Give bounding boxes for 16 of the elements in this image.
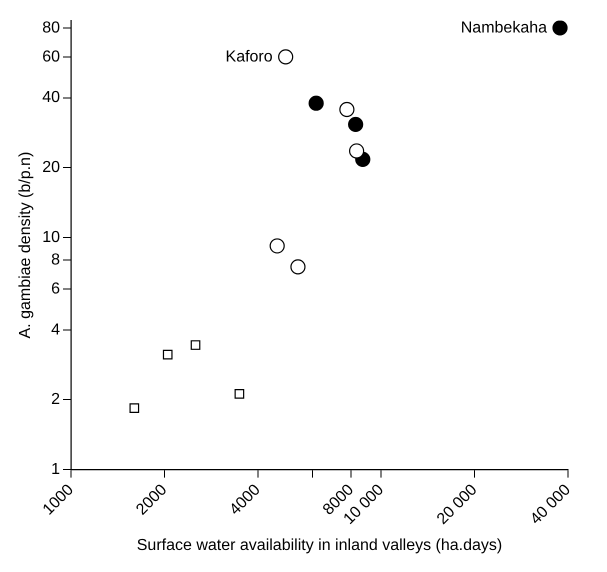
- y-axis-title: A. gambiae density (b/p.n): [17, 152, 34, 338]
- y-tick-label: 8: [51, 251, 60, 268]
- y-tick-label: 20: [42, 159, 60, 176]
- y-tick-label: 1: [51, 461, 60, 478]
- y-tick-label: 4: [51, 321, 60, 338]
- annotation: Kaforo: [226, 48, 273, 66]
- x-tick-label: 40 000: [527, 481, 574, 528]
- y-tick-label: 60: [42, 48, 60, 66]
- y-tick-label: 6: [51, 280, 60, 298]
- y-tick-label: 2: [51, 391, 60, 408]
- annotation: Nambekaha: [460, 19, 548, 36]
- y-tick-label: 40: [42, 89, 60, 106]
- y-tick-label: 10: [42, 228, 60, 246]
- x-axis-title: Surface water availability in inland valleys (ha.days): [136, 536, 502, 554]
- y-tick-label: 80: [42, 19, 60, 36]
- x-tick-label: 20 000: [434, 481, 481, 528]
